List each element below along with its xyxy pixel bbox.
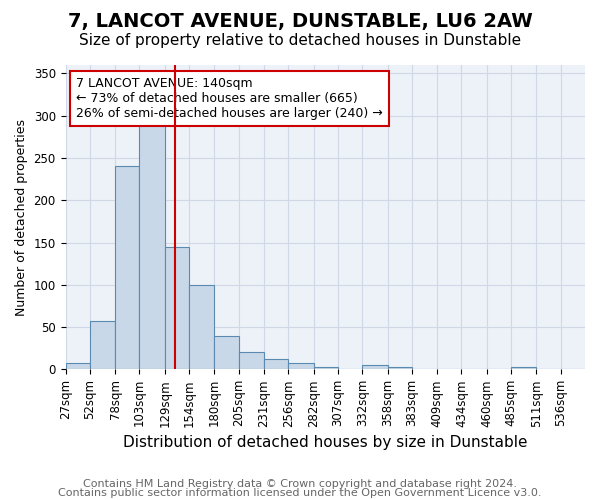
Bar bbox=[239, 352, 264, 370]
Bar bbox=[264, 359, 288, 370]
Text: 7 LANCOT AVENUE: 140sqm
← 73% of detached houses are smaller (665)
26% of semi-d: 7 LANCOT AVENUE: 140sqm ← 73% of detache… bbox=[76, 77, 383, 120]
Bar bbox=[189, 285, 214, 370]
Text: 7, LANCOT AVENUE, DUNSTABLE, LU6 2AW: 7, LANCOT AVENUE, DUNSTABLE, LU6 2AW bbox=[68, 12, 532, 32]
Text: Contains HM Land Registry data © Crown copyright and database right 2024.: Contains HM Land Registry data © Crown c… bbox=[83, 479, 517, 489]
Bar bbox=[362, 365, 388, 370]
Bar bbox=[288, 362, 314, 370]
Bar bbox=[115, 166, 139, 370]
Bar bbox=[65, 362, 90, 370]
Text: Contains public sector information licensed under the Open Government Licence v3: Contains public sector information licen… bbox=[58, 488, 542, 498]
Bar bbox=[214, 336, 239, 370]
Bar bbox=[90, 321, 115, 370]
Bar bbox=[511, 367, 536, 370]
Bar bbox=[165, 246, 189, 370]
X-axis label: Distribution of detached houses by size in Dunstable: Distribution of detached houses by size … bbox=[123, 435, 527, 450]
Bar bbox=[314, 367, 338, 370]
Y-axis label: Number of detached properties: Number of detached properties bbox=[15, 118, 28, 316]
Bar bbox=[388, 367, 412, 370]
Bar bbox=[139, 124, 165, 370]
Text: Size of property relative to detached houses in Dunstable: Size of property relative to detached ho… bbox=[79, 32, 521, 48]
